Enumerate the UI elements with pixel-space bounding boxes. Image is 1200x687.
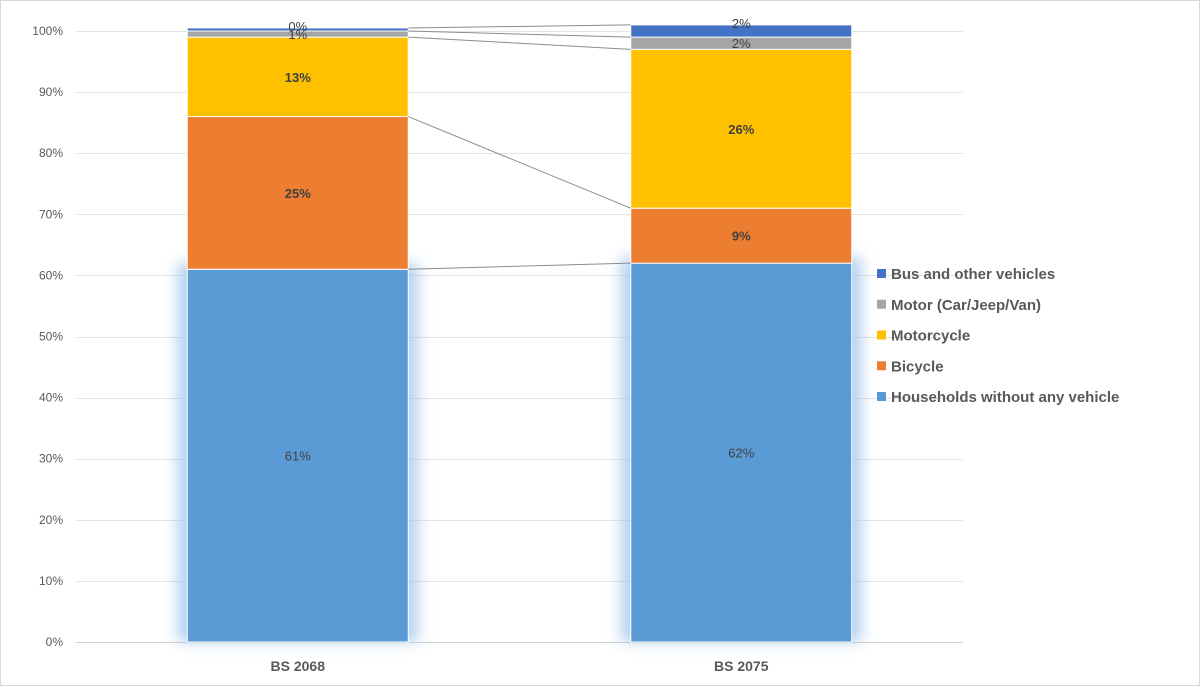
data-label: 2% [732,36,751,51]
bar-segment [186,27,409,32]
y-tick-label: 70% [39,207,63,221]
data-label: 26% [728,122,754,137]
y-tick-label: 20% [39,513,63,527]
series-connector-lines [408,24,631,270]
bar-segment [630,24,853,38]
data-label: 25% [285,186,311,201]
data-label: 0% [288,19,307,34]
series-line [408,36,631,50]
legend: Bus and other vehicles Motor (Car/Jeep/Va… [877,266,1119,406]
y-tick-label: 50% [39,330,63,344]
series-line [408,116,631,209]
y-tick-label: 0% [46,635,64,649]
legend-label: Bus and other vehicles [891,266,1055,283]
y-tick-label: 10% [39,574,63,588]
data-label: 13% [285,70,311,85]
data-label: 62% [728,446,754,461]
y-tick-label: 40% [39,391,63,405]
data-label: 1% [288,27,307,42]
y-tick-label: 90% [39,85,63,99]
legend-label: Bicycle [891,358,944,375]
series-line [408,24,631,29]
y-tick-label: 30% [39,452,63,466]
bar-segment [186,36,409,118]
y-tick-label: 80% [39,146,63,160]
bar-segment [186,268,409,643]
series-line [408,30,631,38]
x-category-label: BS 2068 [271,658,326,674]
legend-swatch [877,361,886,371]
bars [186,24,853,643]
series-line [408,262,631,270]
data-label: 61% [285,449,311,464]
bar-segment [630,262,853,643]
legend-swatch [877,330,886,340]
data-label: 9% [732,229,751,244]
legend-label: Households without any vehicle [891,389,1119,406]
legend-swatch [877,392,886,401]
y-tick-label: 100% [32,24,63,38]
data-label: 2% [732,16,751,31]
data-labels: 61% 62% 25% 9% 13% 26% 1% 2% 0% 2% [285,16,755,464]
bar-segment [630,207,853,264]
y-tick-label: 60% [39,268,63,282]
legend-label: Motor (Car/Jeep/Van) [891,297,1041,314]
bar-segment [186,116,409,270]
legend-swatch [877,269,886,278]
bar-segment [630,48,853,209]
x-category-label: BS 2075 [714,658,769,674]
axes: 0% 10% 20% 30% 40% 50% 60% 70% 80% 90% 100% BS 2068… [32,24,768,674]
legend-swatch [877,299,886,309]
legend-label: Motorcycle [891,328,970,345]
